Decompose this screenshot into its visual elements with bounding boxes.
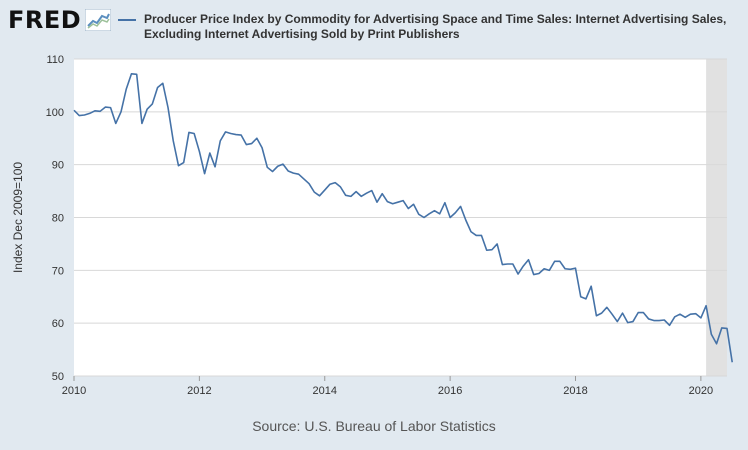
y-tick-label-80: 80 — [52, 213, 64, 225]
y-tick-label-90: 90 — [52, 160, 64, 172]
y-tick-label-100: 100 — [46, 107, 64, 119]
chart-legend: Producer Price Index by Commodity for Ad… — [118, 12, 740, 42]
y-axis-label: Index Dec 2009=100 — [11, 162, 25, 273]
legend-line-swatch — [118, 19, 136, 21]
y-tick-label-50: 50 — [52, 371, 64, 383]
x-tick-label-2020: 2020 — [689, 385, 713, 397]
y-tick-label-60: 60 — [52, 318, 64, 330]
x-tick-label-2014: 2014 — [313, 385, 337, 397]
fred-graph-icon — [85, 9, 112, 31]
x-tick-label-2010: 2010 — [62, 385, 86, 397]
series-line-0 — [73, 72, 734, 363]
source-note: Source: U.S. Bureau of Labor Statistics — [252, 418, 496, 434]
x-tick-label-2018: 2018 — [563, 385, 587, 397]
fred-logo[interactable]: FRED — [8, 6, 112, 34]
y-tick-label-70: 70 — [52, 265, 64, 277]
x-tick-label-2016: 2016 — [438, 385, 462, 397]
x-tick-label-2012: 2012 — [187, 385, 211, 397]
chart-title: Producer Price Index by Commodity for Ad… — [144, 12, 727, 41]
fred-logo-text: FRED — [8, 6, 82, 34]
y-tick-label-110: 110 — [46, 54, 64, 66]
